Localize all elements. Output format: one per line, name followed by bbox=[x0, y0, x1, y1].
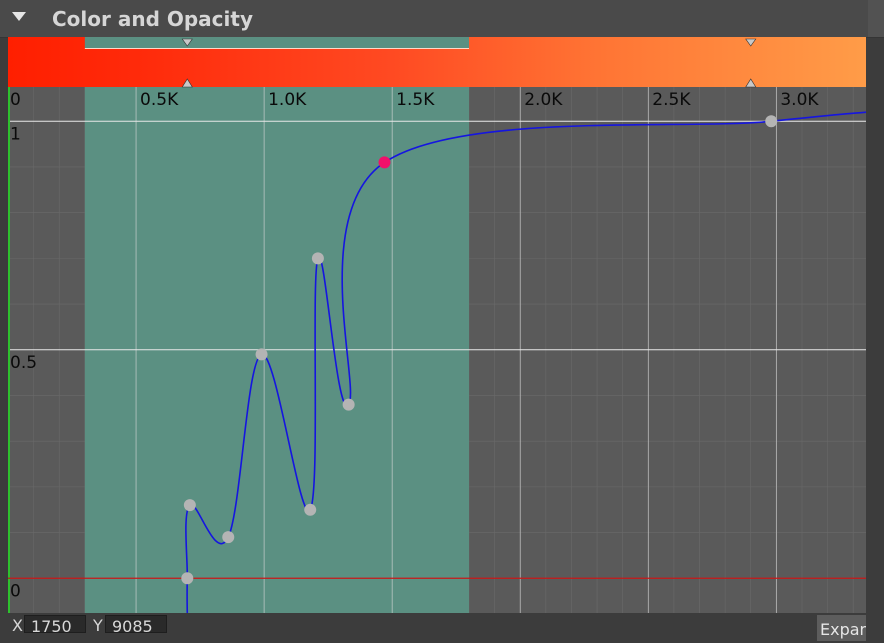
control-point bbox=[222, 531, 235, 544]
x-tick-label: 3.0K bbox=[780, 90, 819, 110]
control-point bbox=[181, 572, 194, 585]
panel-header: Color and Opacity bbox=[0, 0, 884, 38]
panel-title: Color and Opacity bbox=[52, 7, 253, 31]
control-point bbox=[183, 499, 196, 512]
marker-top-icon bbox=[745, 38, 757, 47]
curve-editor[interactable]: 0 0.5K 1.0K 1.5K 2.0K 2.5K 3.0K 10.50 bbox=[8, 37, 866, 613]
control-point bbox=[765, 115, 778, 128]
curve-line bbox=[185, 111, 866, 613]
x-value-field[interactable]: 1750 bbox=[24, 615, 86, 633]
control-point bbox=[311, 252, 324, 265]
y-field-label: Y bbox=[93, 616, 103, 635]
x-field-label: X bbox=[12, 616, 23, 635]
collapse-triangle-icon[interactable] bbox=[12, 12, 26, 21]
y-value-field[interactable]: 9085 bbox=[105, 615, 167, 633]
major-grid bbox=[8, 87, 866, 613]
expand-button[interactable]: Expand bbox=[817, 615, 866, 641]
panel-header-edge bbox=[868, 0, 884, 37]
selection-range[interactable] bbox=[84, 37, 470, 613]
y-axis-line bbox=[8, 87, 10, 613]
selection-band-edge bbox=[84, 48, 470, 49]
x-tick-label: 0 bbox=[10, 90, 21, 110]
y-tick-label: 1 bbox=[10, 124, 21, 144]
x-tick-label: 1.0K bbox=[268, 90, 307, 110]
x-tick-label: 2.5K bbox=[652, 90, 691, 110]
marker-bottom-icon bbox=[181, 78, 193, 88]
footer-bar: X 1750 Y 9085 Expand bbox=[0, 613, 884, 643]
marker-bottom-icon bbox=[745, 78, 757, 88]
x-tick-label: 0.5K bbox=[140, 90, 179, 110]
curve-points bbox=[181, 115, 778, 585]
x-tick-label: 2.0K bbox=[524, 90, 563, 110]
x-axis-labels: 0 0.5K 1.0K 1.5K 2.0K 2.5K 3.0K bbox=[10, 90, 819, 110]
control-point bbox=[342, 398, 355, 411]
selected-control-point bbox=[378, 156, 391, 169]
selection-band-top bbox=[84, 37, 470, 48]
marker-top-icon bbox=[181, 38, 193, 47]
control-point bbox=[304, 503, 317, 516]
y-tick-label: 0 bbox=[10, 581, 21, 601]
control-point bbox=[255, 348, 268, 361]
gradient-markers bbox=[181, 38, 757, 88]
y-tick-label: 0.5 bbox=[10, 353, 37, 373]
x-tick-label: 1.5K bbox=[396, 90, 435, 110]
y-axis-labels: 10.50 bbox=[10, 124, 37, 601]
